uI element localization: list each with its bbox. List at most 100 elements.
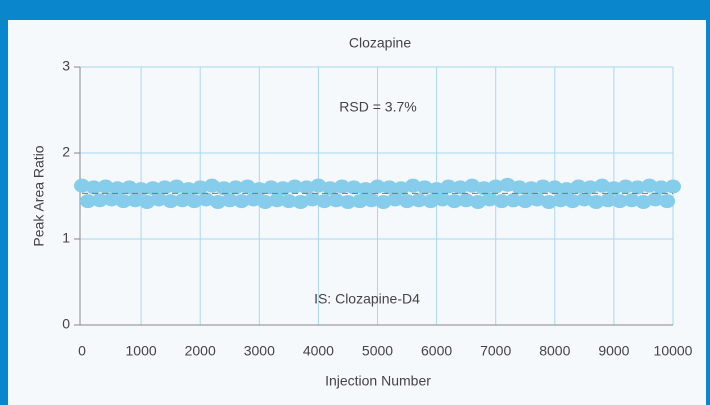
point: [617, 179, 634, 194]
x-tick-label: 7000: [480, 343, 511, 359]
point: [251, 182, 268, 197]
point: [422, 194, 439, 209]
point: [582, 180, 599, 195]
point: [588, 195, 605, 210]
y-tick-label: 3: [62, 58, 70, 74]
point: [162, 194, 179, 209]
panel: [8, 20, 706, 405]
point: [339, 195, 356, 210]
point: [511, 180, 528, 195]
point: [552, 193, 569, 208]
point: [452, 180, 469, 195]
point: [103, 192, 120, 207]
point: [369, 179, 386, 194]
point: [605, 181, 622, 196]
x-tick-label: 5000: [362, 343, 393, 359]
point: [505, 193, 522, 208]
point: [263, 180, 280, 195]
x-tick-label: 4000: [303, 343, 334, 359]
annotation: RSD = 3.7%: [339, 99, 416, 115]
point: [440, 179, 457, 194]
point: [121, 180, 138, 195]
x-axis-title: Injection Number: [325, 373, 431, 389]
point: [564, 194, 581, 209]
point: [546, 180, 563, 195]
point: [534, 179, 551, 194]
point: [298, 180, 315, 195]
point: [387, 192, 404, 207]
point: [221, 193, 238, 208]
point: [629, 180, 646, 195]
y-tick-label: 0: [62, 316, 70, 332]
point: [209, 195, 226, 210]
point: [641, 178, 658, 193]
annotation: IS: Clozapine-D4: [314, 291, 420, 307]
point: [381, 180, 398, 195]
point: [79, 194, 96, 209]
point: [97, 179, 114, 194]
point: [410, 193, 427, 208]
point: [74, 178, 90, 193]
point: [399, 194, 416, 209]
point: [109, 181, 126, 196]
point: [481, 192, 498, 207]
point: [475, 181, 492, 196]
point: [280, 194, 297, 209]
point: [192, 180, 209, 195]
chart-title: Clozapine: [349, 35, 411, 51]
point: [115, 194, 132, 209]
point: [286, 179, 303, 194]
point: [233, 194, 250, 209]
x-tick-label: 9000: [598, 343, 629, 359]
x-tick-label: 3000: [244, 343, 275, 359]
x-tick-label: 6000: [421, 343, 452, 359]
point: [156, 180, 173, 195]
point: [257, 195, 274, 210]
point: [345, 180, 362, 195]
y-axis-title: Peak Area Ratio: [31, 145, 47, 246]
point: [665, 179, 681, 194]
point: [623, 193, 640, 208]
point: [659, 194, 676, 209]
point: [599, 193, 616, 208]
point: [493, 194, 510, 209]
point: [304, 192, 321, 207]
point: [186, 194, 203, 209]
point: [227, 180, 244, 195]
x-tick-label: 2000: [185, 343, 216, 359]
point: [434, 192, 451, 207]
point: [446, 194, 463, 209]
point: [540, 195, 557, 210]
point: [316, 194, 333, 209]
point: [363, 193, 380, 208]
point: [322, 181, 339, 196]
point: [215, 181, 232, 196]
x-tick-label: 0: [78, 343, 86, 359]
point: [517, 194, 534, 209]
point: [416, 180, 433, 195]
point: [91, 193, 108, 208]
point: [133, 182, 150, 197]
point: [404, 178, 421, 193]
point: [487, 179, 504, 194]
point: [127, 193, 144, 208]
point: [85, 180, 102, 195]
point: [174, 193, 191, 208]
point: [611, 194, 628, 209]
point: [144, 181, 161, 196]
x-tick-label: 8000: [539, 343, 570, 359]
point: [458, 193, 475, 208]
point: [334, 179, 351, 194]
point: [647, 192, 664, 207]
point: [269, 193, 286, 208]
point: [570, 179, 587, 194]
point: [351, 194, 368, 209]
point: [274, 181, 291, 196]
y-tick-label: 2: [62, 144, 70, 160]
x-tick-label: 10000: [654, 343, 693, 359]
point: [653, 180, 670, 195]
point: [180, 182, 197, 197]
point: [150, 192, 167, 207]
